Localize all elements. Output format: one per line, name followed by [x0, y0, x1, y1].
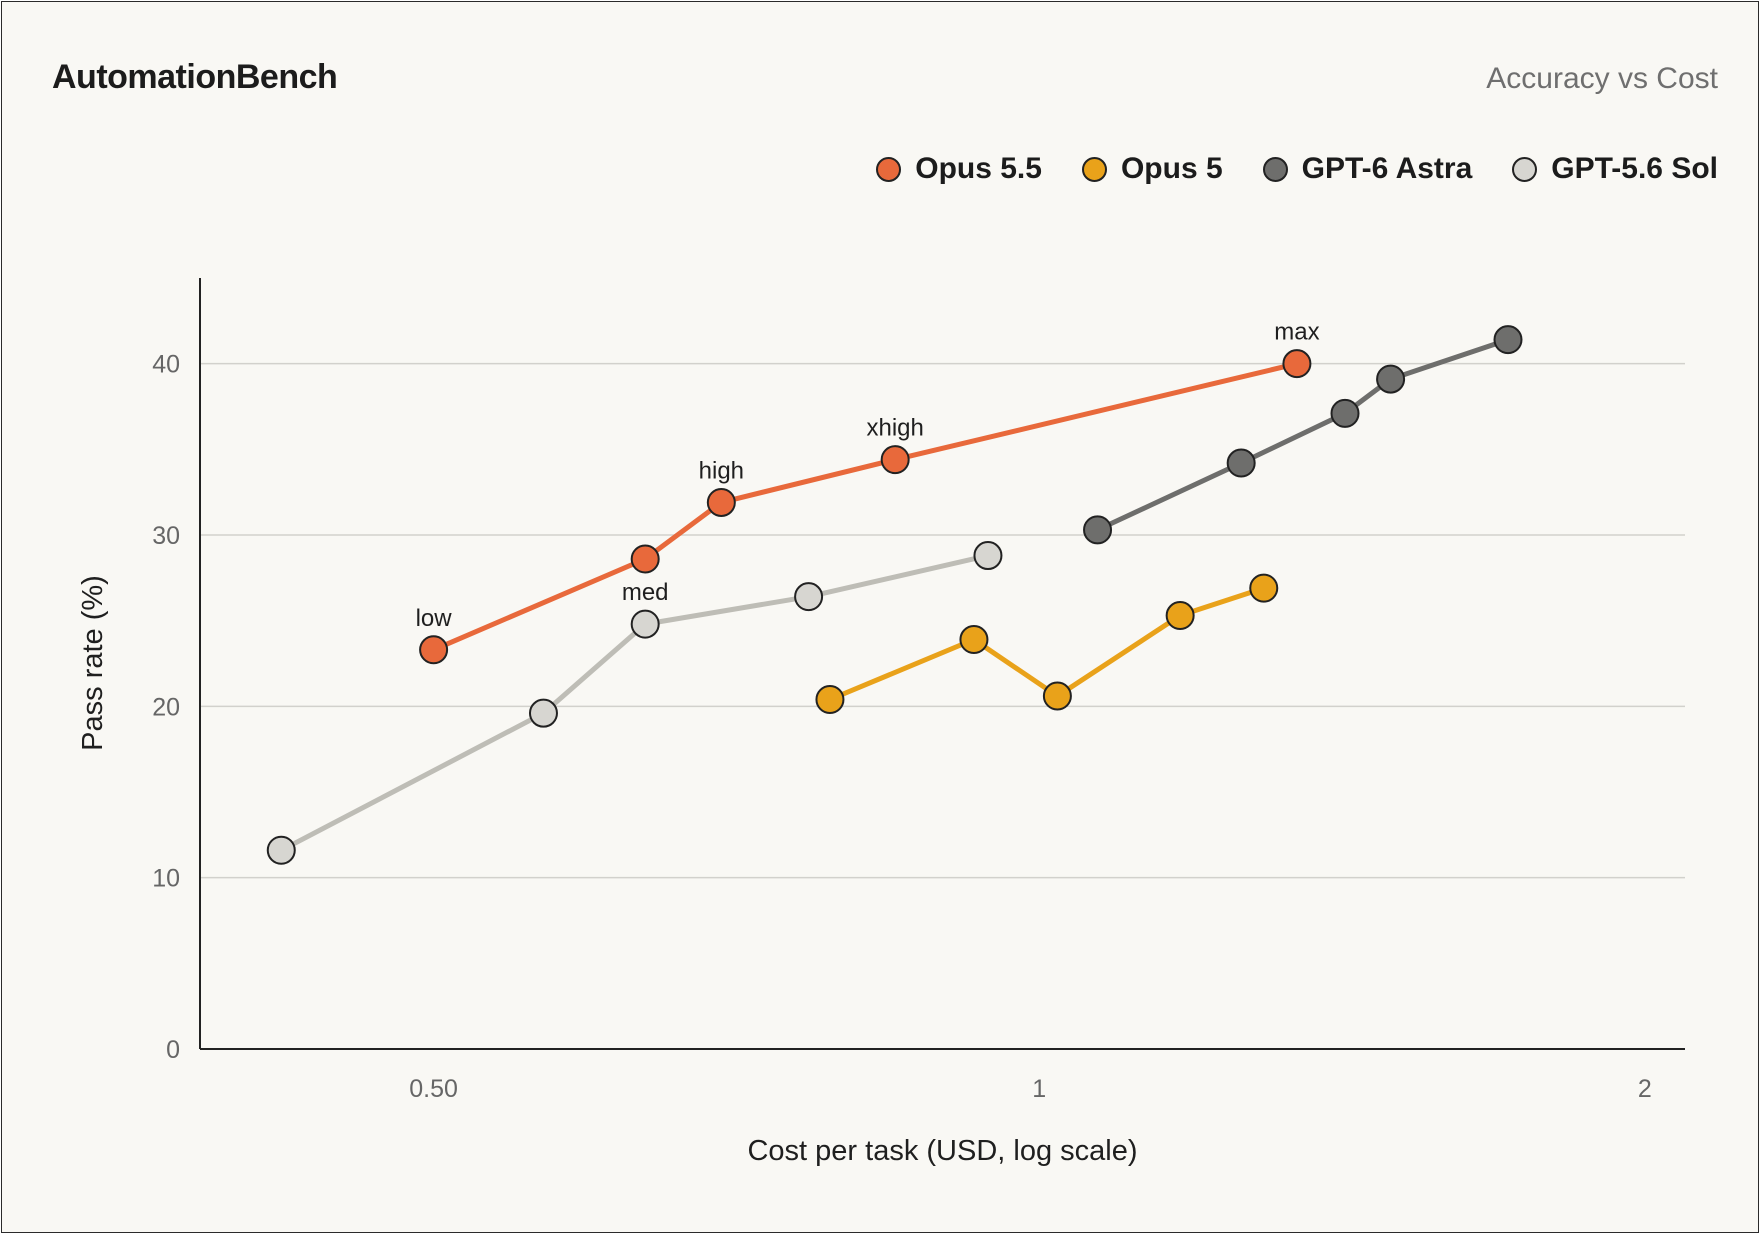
data-point-1-0 — [816, 686, 843, 713]
x-tick-label-1: 1 — [1032, 1075, 1046, 1103]
data-label-low: low — [416, 605, 453, 632]
data-point-2-4 — [1494, 326, 1521, 353]
data-point-3-1 — [530, 700, 557, 727]
data-point-2-3 — [1377, 366, 1404, 393]
data-label-max: max — [1274, 319, 1319, 346]
data-point-3-3 — [795, 583, 822, 610]
data-label-med: med — [622, 579, 669, 606]
y-tick-label-40: 40 — [152, 351, 180, 379]
data-point-3-0 — [268, 837, 295, 864]
data-label-high: high — [699, 457, 744, 484]
y-tick-label-30: 30 — [152, 522, 180, 550]
data-point-1-1 — [960, 626, 987, 653]
x-tick-label-2: 2 — [1638, 1075, 1652, 1103]
y-axis-label: Pass rate (%) — [77, 575, 109, 751]
data-point-0-3 — [882, 446, 909, 473]
data-point-0-0 — [420, 636, 447, 663]
data-point-0-2 — [708, 489, 735, 516]
data-point-1-2 — [1044, 683, 1071, 710]
data-point-2-0 — [1084, 516, 1111, 543]
data-point-0-1 — [632, 545, 659, 572]
series-line-1 — [830, 588, 1264, 699]
y-tick-label-10: 10 — [152, 865, 180, 893]
data-point-1-3 — [1167, 602, 1194, 629]
data-label-xhigh: xhigh — [866, 415, 923, 442]
y-tick-label-20: 20 — [152, 693, 180, 721]
data-point-2-1 — [1228, 450, 1255, 477]
y-tick-label-0: 0 — [166, 1036, 180, 1064]
x-axis-label: Cost per task (USD, log scale) — [747, 1135, 1137, 1167]
data-point-3-2 — [632, 611, 659, 638]
data-point-2-2 — [1332, 400, 1359, 427]
x-tick-label-0.50: 0.50 — [409, 1075, 458, 1103]
data-point-1-4 — [1250, 575, 1277, 602]
data-point-3-4 — [974, 542, 1001, 569]
series-line-0 — [434, 364, 1297, 650]
data-point-0-4 — [1283, 350, 1310, 377]
